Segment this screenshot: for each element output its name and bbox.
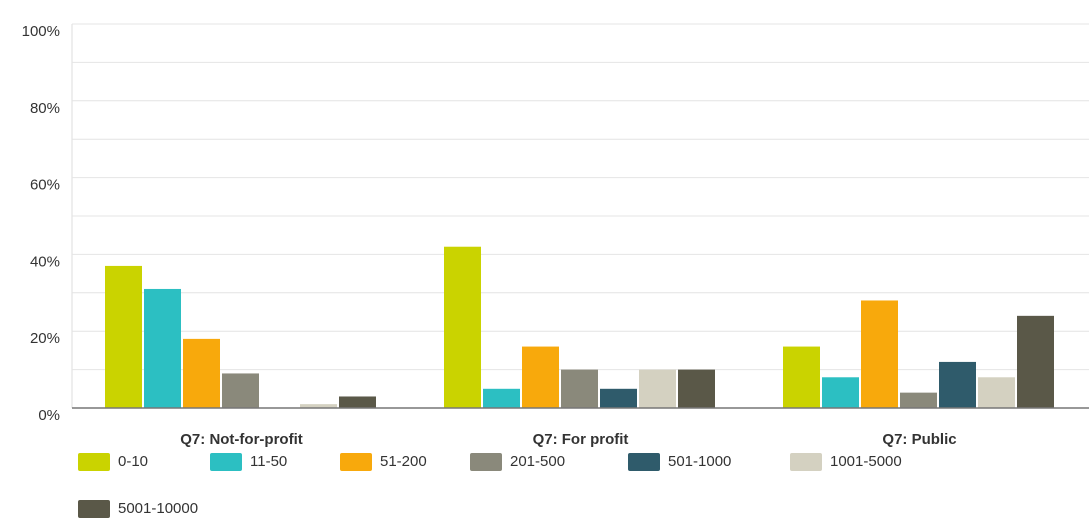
bar bbox=[900, 392, 937, 408]
bar bbox=[1017, 315, 1054, 408]
y-tick-label: 0% bbox=[38, 407, 60, 424]
legend-label: 501-1000 bbox=[668, 453, 731, 470]
legend-label: 51-200 bbox=[380, 453, 427, 470]
bar bbox=[861, 300, 898, 408]
bar bbox=[222, 373, 259, 408]
bar bbox=[678, 369, 715, 408]
x-tick-label: Q7: Not-for-profit bbox=[180, 431, 302, 448]
legend-swatch bbox=[78, 453, 110, 471]
bar bbox=[639, 369, 676, 408]
x-tick-label: Q7: Public bbox=[882, 431, 956, 448]
bar bbox=[144, 288, 181, 408]
legend-swatch bbox=[78, 500, 110, 518]
x-tick-label: Q7: For profit bbox=[533, 431, 629, 448]
y-tick-label: 40% bbox=[30, 253, 60, 270]
legend-swatch bbox=[210, 453, 242, 471]
bar bbox=[561, 369, 598, 408]
legend-label: 0-10 bbox=[118, 453, 148, 470]
legend-swatch bbox=[790, 453, 822, 471]
bar bbox=[978, 377, 1015, 408]
bar bbox=[105, 265, 142, 408]
y-tick-label: 60% bbox=[30, 177, 60, 194]
legend-label: 5001-10000 bbox=[118, 500, 198, 517]
bar bbox=[300, 404, 337, 408]
bar bbox=[339, 396, 376, 408]
legend-swatch bbox=[470, 453, 502, 471]
bar bbox=[444, 246, 481, 408]
bar bbox=[939, 361, 976, 408]
bar bbox=[822, 377, 859, 408]
legend-swatch bbox=[340, 453, 372, 471]
bar bbox=[483, 388, 520, 408]
y-tick-label: 20% bbox=[30, 330, 60, 347]
legend-label: 11-50 bbox=[250, 453, 287, 470]
legend-swatch bbox=[628, 453, 660, 471]
bar bbox=[783, 346, 820, 408]
bar bbox=[600, 388, 637, 408]
bar bbox=[183, 338, 220, 408]
legend-label: 201-500 bbox=[510, 453, 565, 470]
y-tick-label: 100% bbox=[22, 23, 60, 40]
legend-label: 1001-5000 bbox=[830, 453, 902, 470]
y-tick-label: 80% bbox=[30, 100, 60, 117]
bar bbox=[522, 346, 559, 408]
